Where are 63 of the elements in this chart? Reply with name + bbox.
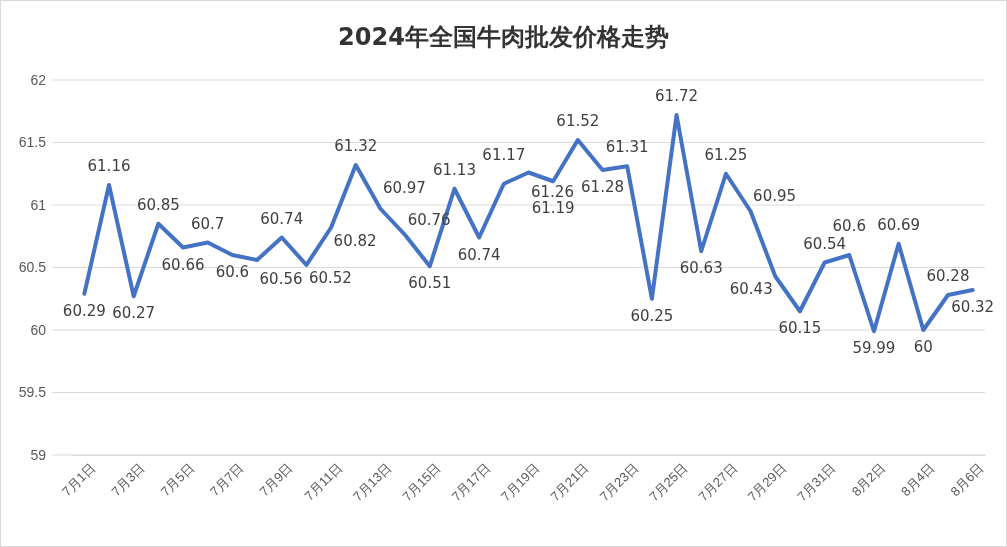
x-tick-label: 7月9日	[256, 459, 296, 500]
data-label: 60.66	[161, 255, 205, 274]
x-tick-label: 7月17日	[448, 459, 494, 505]
x-tick-label: 8月2日	[848, 459, 888, 500]
data-label: 60.29	[62, 301, 106, 320]
data-label: 61.28	[581, 178, 624, 196]
data-label: 60.74	[457, 245, 501, 264]
y-tick-label: 61	[30, 196, 47, 213]
x-tick-label: 7月25日	[646, 459, 691, 505]
data-label: 60.28	[926, 267, 970, 285]
data-label: 61.32	[334, 137, 378, 155]
data-label: 61.17	[482, 145, 526, 164]
y-tick-label: 60	[30, 321, 47, 338]
y-tick-label: 59	[30, 446, 47, 463]
y-tick-label: 62	[30, 71, 47, 88]
data-label: 61.19	[531, 199, 575, 218]
x-tick-label: 7月11日	[301, 459, 346, 504]
data-label: 61.26	[531, 182, 574, 201]
data-label: 60.56	[259, 270, 303, 288]
y-tick-label: 59.5	[18, 384, 47, 401]
data-label: 60.25	[630, 306, 674, 325]
x-tick-label: 7月31日	[794, 459, 839, 505]
data-label: 60.85	[136, 195, 180, 214]
x-tick-label: 7月15日	[399, 459, 444, 505]
data-label: 60.69	[877, 215, 921, 234]
data-label: 61.72	[655, 87, 699, 105]
x-tick-label: 7月1日	[59, 459, 99, 500]
x-tick-label: 7月7日	[207, 459, 247, 500]
x-tick-label: 8月4日	[898, 459, 938, 500]
data-label: 60.6	[832, 217, 866, 235]
data-label: 60.74	[260, 209, 304, 228]
data-label: 61.25	[704, 145, 748, 164]
data-label: 61.52	[556, 112, 600, 130]
x-tick-label: 7月3日	[108, 459, 148, 500]
data-label: 60.52	[308, 269, 352, 287]
data-label: 60.63	[679, 259, 723, 278]
data-label: 59.99	[852, 339, 896, 358]
data-label: 60.6	[215, 263, 250, 281]
data-label: 60.27	[112, 304, 156, 323]
x-tick-label: 8月6日	[947, 459, 987, 500]
data-label: 60.32	[951, 298, 995, 316]
data-label: 60.43	[729, 280, 773, 299]
data-label: 60.95	[753, 187, 797, 206]
x-tick-label: 7月19日	[498, 459, 543, 505]
data-label: 60.15	[778, 319, 822, 338]
x-tick-label: 7月5日	[157, 459, 197, 500]
x-tick-label: 7月23日	[596, 459, 642, 505]
y-tick-label: 61.5	[18, 134, 47, 151]
y-tick-label: 60.5	[18, 259, 47, 276]
data-label: 61.31	[605, 138, 649, 157]
data-label: 60	[913, 338, 933, 356]
x-tick-label: 7月27日	[695, 459, 740, 505]
data-label: 60.82	[333, 231, 377, 250]
data-label: 61.13	[433, 160, 476, 179]
data-label: 60.51	[408, 274, 452, 293]
data-label: 60.7	[191, 214, 225, 233]
data-label: 60.97	[382, 178, 426, 197]
x-tick-label: 7月29日	[744, 459, 790, 505]
x-tick-label: 7月21日	[547, 459, 592, 505]
chart-title: 2024年全国牛肉批发价格走势	[338, 23, 669, 51]
data-label: 60.54	[803, 234, 847, 253]
data-label: 61.16	[87, 157, 131, 175]
x-tick-label: 7月13日	[350, 459, 395, 505]
